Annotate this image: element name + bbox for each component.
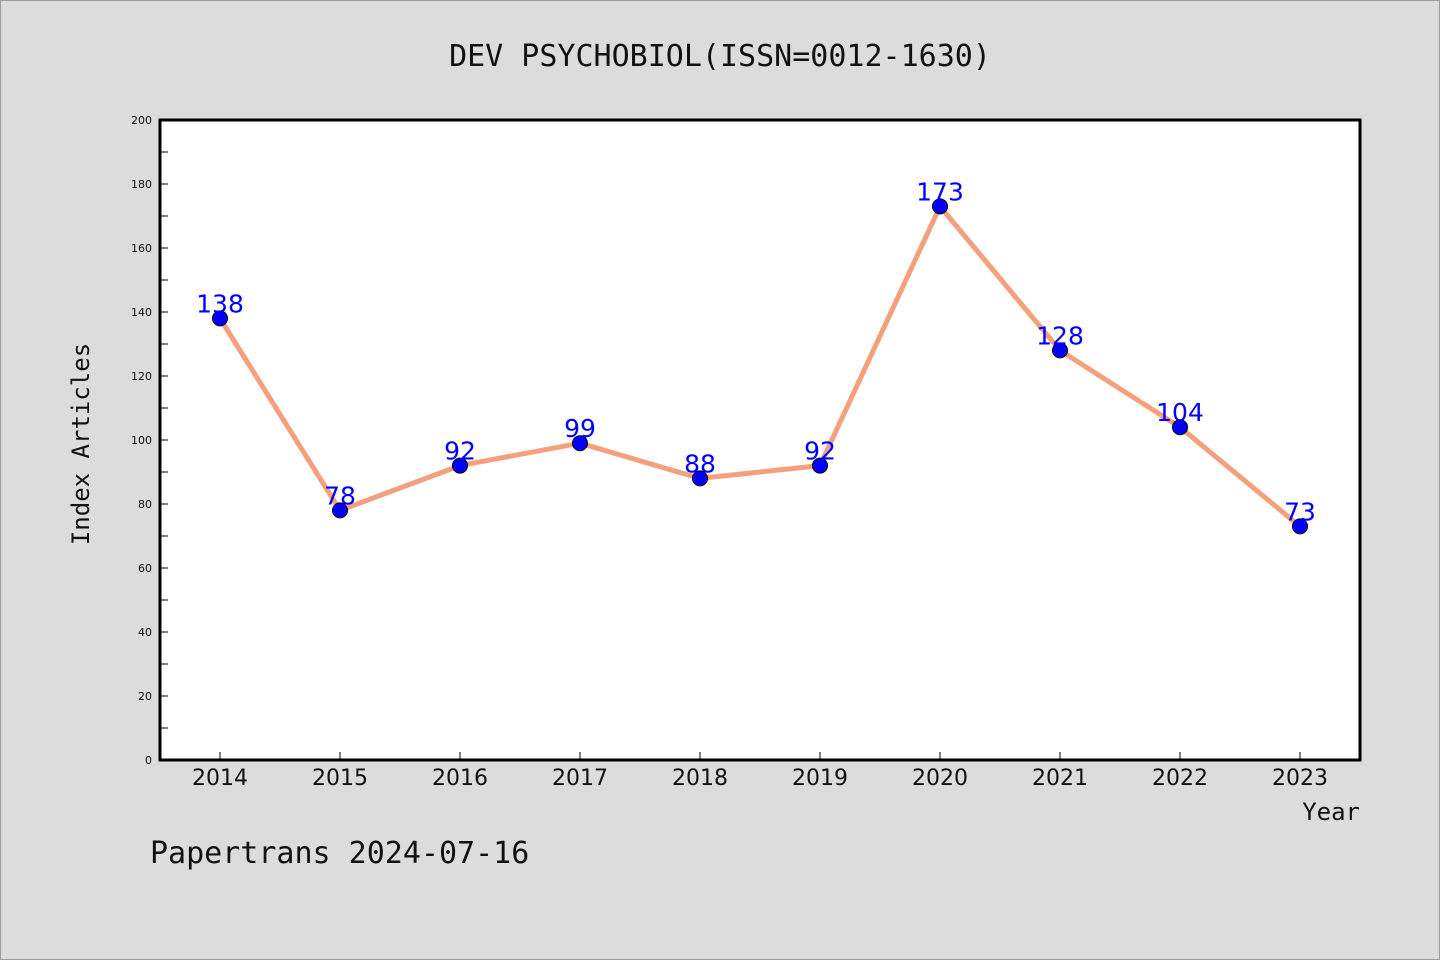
y-tick-label: 120	[131, 370, 152, 383]
data-label: 92	[444, 437, 476, 466]
data-point	[1052, 342, 1068, 359]
data-point	[692, 470, 708, 487]
y-tick-label: 0	[145, 754, 152, 767]
data-point	[932, 198, 948, 215]
x-tick-label: 2017	[552, 766, 608, 791]
y-tick-label: 100	[131, 434, 152, 447]
x-tick-label: 2019	[792, 766, 848, 791]
data-point	[572, 435, 588, 452]
data-point	[212, 310, 228, 327]
data-label: 73	[1284, 497, 1316, 526]
chart-title: DEV PSYCHOBIOL(ISSN=0012-1630)	[449, 39, 991, 74]
x-axis-ticks: 2014 2015 2016 2017 2018 2019 2020 2021 2022 2023	[192, 752, 1328, 791]
data-point	[332, 502, 348, 519]
y-tick-label: 180	[131, 178, 152, 191]
y-tick-label: 200	[131, 114, 152, 127]
x-tick-label: 2021	[1032, 766, 1088, 791]
x-tick-label: 2022	[1152, 766, 1208, 791]
series-group: 138 78 92 99 88 92 173 128 104 73	[196, 177, 1316, 535]
data-label: 88	[684, 449, 716, 478]
data-point	[1292, 518, 1308, 535]
data-label: 138	[196, 289, 244, 318]
x-tick-label: 2014	[192, 766, 248, 791]
data-point	[452, 457, 468, 474]
data-label: 173	[916, 177, 964, 206]
data-label: 128	[1036, 321, 1084, 350]
x-tick-label: 2023	[1272, 766, 1328, 791]
y-tick-label: 40	[138, 626, 152, 639]
data-label: 92	[804, 437, 836, 466]
x-tick-label: 2020	[912, 766, 968, 791]
y-tick-label: 160	[131, 242, 152, 255]
y-tick-label: 20	[138, 690, 152, 703]
y-axis-ticks: 0 20 40 60 80 100 120 140 160 180 200	[131, 114, 168, 767]
x-axis-label: Year	[1302, 798, 1360, 826]
data-point	[1172, 419, 1188, 436]
footer-credit: Papertrans 2024-07-16	[150, 836, 529, 871]
y-tick-label: 60	[138, 562, 152, 575]
y-tick-label: 80	[138, 498, 152, 511]
plot-area	[158, 118, 1362, 762]
x-tick-label: 2015	[312, 766, 368, 791]
data-label: 99	[564, 414, 596, 443]
data-label: 104	[1156, 398, 1204, 427]
x-tick-label: 2018	[672, 766, 728, 791]
data-label: 78	[324, 481, 356, 510]
x-tick-label: 2016	[432, 766, 488, 791]
data-point	[812, 457, 828, 474]
y-tick-label: 140	[131, 306, 152, 319]
series-line	[217, 203, 1302, 529]
y-axis-label: Index Articles	[67, 343, 95, 545]
